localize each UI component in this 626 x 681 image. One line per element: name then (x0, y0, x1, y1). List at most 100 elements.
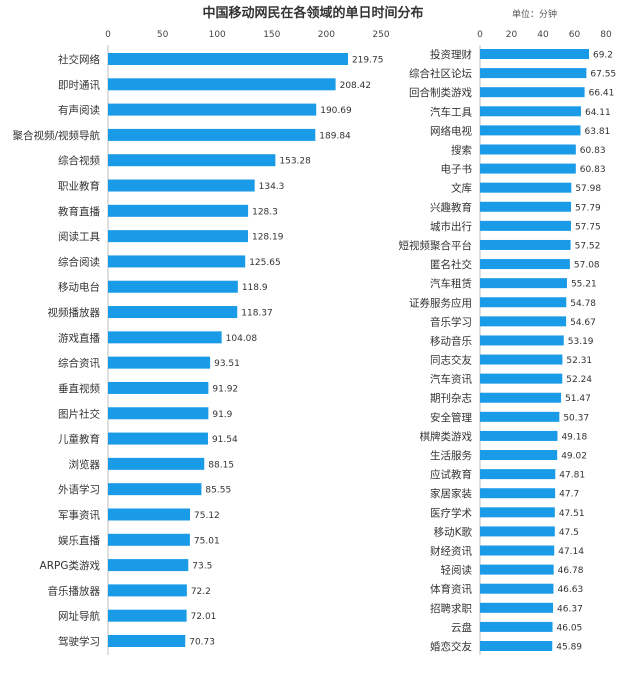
right-value-label: 64.11 (585, 108, 611, 118)
right-category-label: 生活服务 (430, 449, 472, 462)
left-category-label: 即时通讯 (58, 78, 100, 91)
right-bar (480, 278, 567, 289)
unit-label: 单位：分钟 (512, 10, 558, 20)
right-bar (480, 220, 571, 231)
left-value-label: 128.19 (252, 233, 284, 243)
left-value-label: 153.28 (279, 157, 311, 167)
right-category-label: 回合制类游戏 (409, 86, 472, 99)
left-bar (108, 508, 191, 521)
right-category-label: 综合社区论坛 (409, 67, 472, 80)
left-value-label: 70.73 (189, 638, 215, 648)
right-category-label: 移动K歌 (434, 525, 473, 538)
left-category-label: 综合资讯 (58, 357, 100, 370)
left-value-label: 208.42 (340, 81, 372, 91)
left-category-label: 浏览器 (69, 458, 101, 471)
left-category-label: 娱乐直播 (58, 534, 100, 547)
right-value-label: 60.83 (580, 146, 606, 156)
right-category-label: 体育资讯 (430, 583, 472, 596)
right-tick-label: 0 (477, 30, 483, 40)
right-bar (480, 373, 563, 384)
left-category-label: 阅读工具 (58, 230, 100, 243)
right-bar (480, 144, 576, 155)
right-category-label: 搜索 (451, 143, 472, 156)
left-tick-label: 50 (157, 30, 169, 40)
left-category-label: 游戏直播 (58, 331, 100, 344)
right-category-label: 匿名社交 (430, 258, 472, 271)
left-value-label: 85.55 (205, 486, 231, 496)
left-bar (108, 609, 187, 622)
left-category-label: 有声阅读 (58, 104, 100, 117)
left-category-label: ARPG类游戏 (40, 559, 101, 572)
right-bar (480, 411, 560, 422)
right-bar (480, 316, 567, 327)
right-tick-label: 60 (569, 30, 581, 40)
right-category-label: 网络电视 (430, 124, 472, 137)
right-value-label: 46.05 (557, 623, 583, 633)
right-value-label: 57.98 (575, 184, 601, 194)
right-value-label: 51.47 (565, 394, 591, 404)
right-category-label: 安全管理 (430, 411, 472, 424)
right-category-label: 棋牌类游戏 (420, 430, 473, 443)
left-value-label: 91.92 (212, 384, 238, 394)
left-bar (108, 584, 187, 597)
left-bar (108, 356, 211, 369)
right-bar (480, 450, 558, 461)
left-bar (108, 407, 209, 420)
left-value-label: 134.3 (259, 182, 285, 192)
right-bar (480, 564, 554, 575)
right-category-label: 期刊杂志 (430, 392, 472, 405)
right-bar (480, 392, 562, 403)
right-value-label: 60.83 (580, 165, 606, 175)
right-value-label: 52.31 (566, 356, 592, 366)
left-category-label: 教育直播 (58, 205, 100, 218)
right-category-label: 兴趣教育 (430, 201, 472, 214)
left-bar (108, 154, 276, 167)
left-category-label: 综合阅读 (58, 255, 100, 268)
left-tick-label: 0 (105, 30, 111, 40)
left-bar (108, 230, 248, 243)
left-bar (108, 635, 186, 647)
right-category-label: 汽车工具 (430, 105, 472, 118)
left-bar (108, 483, 202, 496)
right-value-label: 52.24 (566, 375, 592, 385)
left-bar (108, 306, 238, 319)
left-category-label: 驾驶学习 (58, 635, 100, 648)
left-value-label: 189.84 (319, 131, 351, 141)
left-category-label: 垂直视频 (58, 382, 100, 395)
left-category-label: 军事资讯 (58, 508, 100, 521)
right-category-label: 婚恋交友 (430, 640, 472, 653)
right-value-label: 45.89 (556, 643, 582, 653)
right-category-label: 移动音乐 (430, 334, 472, 347)
right-value-label: 66.41 (589, 89, 615, 99)
left-category-label: 儿童教育 (58, 433, 100, 446)
right-bar (480, 182, 572, 193)
right-value-label: 57.79 (575, 203, 601, 213)
right-category-label: 文库 (451, 182, 472, 195)
right-category-label: 财经资讯 (430, 545, 472, 558)
right-bar (480, 354, 563, 365)
right-value-label: 57.08 (574, 261, 600, 271)
left-category-label: 网址导航 (58, 610, 100, 623)
right-value-label: 54.67 (570, 318, 596, 328)
right-bar (480, 297, 567, 308)
right-value-label: 46.78 (558, 566, 584, 576)
right-category-label: 音乐学习 (430, 315, 472, 328)
right-bar (480, 259, 570, 270)
left-bar (108, 128, 316, 141)
right-category-label: 轻阅读 (441, 564, 473, 577)
right-value-label: 55.21 (571, 280, 597, 290)
left-bar (108, 204, 249, 217)
right-category-label: 医疗学术 (430, 506, 472, 519)
right-value-label: 47.81 (559, 471, 585, 481)
left-value-label: 118.37 (241, 309, 273, 319)
right-value-label: 46.37 (557, 604, 583, 614)
chart-title: 中国移动网民在各领域的单日时间分布 (202, 6, 424, 21)
left-value-label: 118.9 (242, 283, 268, 293)
left-bar (108, 559, 189, 572)
right-bar (480, 239, 571, 250)
left-bar (108, 78, 336, 91)
right-bar (480, 469, 556, 480)
right-value-label: 47.7 (559, 490, 579, 500)
right-value-label: 49.18 (561, 432, 587, 442)
right-value-label: 69.2 (593, 51, 613, 61)
